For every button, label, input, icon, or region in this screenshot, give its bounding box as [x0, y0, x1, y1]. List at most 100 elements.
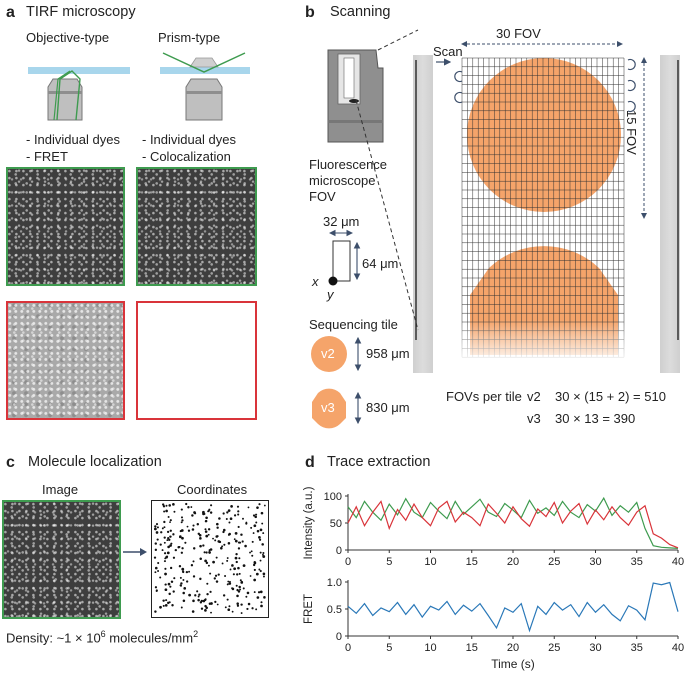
- sequencing-tile-title: Sequencing tile: [309, 317, 398, 332]
- coordinate-dot: [256, 529, 260, 533]
- coordinate-dot: [237, 547, 241, 550]
- objective-type-diagram: [28, 67, 130, 121]
- coordinate-dot: [179, 584, 182, 587]
- coordinate-dot: [247, 602, 251, 606]
- coordinate-dot: [222, 530, 225, 534]
- coordinate-dot: [197, 598, 200, 602]
- coordinate-dot: [185, 570, 189, 574]
- axis-origin: [328, 276, 338, 286]
- coordinate-dot: [204, 604, 207, 608]
- coordinate-dot: [192, 547, 196, 550]
- coordinate-dot: [210, 602, 213, 605]
- coordinate-dot: [228, 605, 231, 608]
- coordinate-dot: [213, 577, 216, 580]
- fov-width-label: 30 FOV: [496, 26, 541, 41]
- coordinate-dot: [239, 588, 242, 591]
- turn-arrow-left-2: [454, 91, 463, 104]
- coordinate-dot: [209, 548, 213, 551]
- coordinate-dot: [192, 575, 196, 578]
- coordinate-dot: [154, 586, 158, 589]
- coordinate-dot: [183, 587, 187, 590]
- coordinate-dot: [155, 531, 159, 534]
- panel-c-letter: c: [6, 454, 15, 471]
- y-tick-label: 1.0: [327, 577, 342, 589]
- density-square: 2: [193, 629, 199, 639]
- prism-note-1: - Individual dyes: [142, 132, 236, 147]
- coordinate-dot: [260, 511, 264, 515]
- coordinate-dot: [200, 607, 204, 610]
- coordinate-dot: [207, 528, 211, 531]
- tile-v2-name: v2: [321, 346, 335, 361]
- prism-beam: [162, 52, 246, 73]
- panel-b-letter: b: [305, 4, 315, 21]
- coordinate-dot: [204, 519, 208, 523]
- coordinate-dot: [180, 582, 183, 585]
- x-tick-label: 15: [466, 642, 478, 654]
- tirf-schematics: [28, 52, 250, 121]
- coordinate-dot: [238, 585, 241, 589]
- coordinate-dot: [174, 548, 177, 552]
- coordinate-dot: [255, 608, 258, 611]
- coordinate-dot: [186, 525, 189, 528]
- coordinate-dot: [162, 599, 165, 602]
- coordinate-dot: [253, 578, 256, 582]
- coordinate-dot: [252, 514, 256, 517]
- coordinate-dot: [241, 540, 244, 543]
- coordinate-dot: [263, 504, 266, 507]
- coordinate-dot: [259, 569, 262, 573]
- coordinate-dot: [168, 538, 171, 541]
- coordinate-dot: [212, 537, 214, 540]
- coordinate-dot: [169, 544, 172, 547]
- x-tick-label: 40: [672, 556, 684, 568]
- coordinate-dot: [196, 590, 199, 593]
- coordinate-dot: [167, 537, 170, 540]
- coordinate-dot: [180, 516, 184, 519]
- tile-v2-size: 958 μm: [366, 346, 410, 361]
- coordinate-dot: [224, 575, 227, 578]
- coordinate-dot: [233, 538, 236, 541]
- coordinate-dot: [182, 599, 186, 603]
- coordinate-dot: [199, 557, 202, 560]
- microscope-label-1: Fluorescence: [309, 157, 388, 172]
- coordinate-dot: [181, 547, 184, 550]
- coordinate-dot: [192, 560, 195, 563]
- coordinate-dot: [166, 539, 169, 542]
- coordinate-dot: [202, 544, 205, 547]
- coordinate-dot: [215, 522, 219, 526]
- scanning-diagram: [311, 29, 680, 429]
- coordinate-dot: [224, 606, 227, 609]
- coordinate-dot: [250, 526, 253, 529]
- tile-v3-size: 830 μm: [366, 400, 410, 415]
- coordinate-dot: [160, 531, 163, 534]
- coordinate-dot: [210, 504, 213, 507]
- y-tick-label: 100: [324, 491, 342, 503]
- coordinate-dot: [168, 601, 171, 604]
- tile-circle-v2: [467, 58, 621, 212]
- coordinate-dot: [259, 590, 263, 594]
- coordinate-dot: [236, 602, 239, 605]
- coordinate-dot: [180, 551, 183, 554]
- coordinate-dot: [251, 540, 254, 543]
- x-tick-label: 0: [345, 556, 351, 568]
- coordinate-dot: [257, 591, 261, 594]
- coordinate-dot: [245, 595, 248, 598]
- coordinate-dot: [173, 510, 176, 513]
- coordinate-dot: [157, 562, 160, 565]
- coordinate-dot: [204, 598, 207, 601]
- prism-note-2: - Colocalization: [142, 149, 231, 164]
- coordinate-dot: [161, 527, 164, 530]
- coordinate-dot: [187, 506, 190, 509]
- coordinate-dot: [167, 582, 171, 586]
- coordinate-dot: [163, 520, 166, 524]
- coordinate-dot: [212, 560, 215, 564]
- density-label: Density: ~1 × 106 molecules/mm2: [6, 629, 198, 645]
- coordinate-dot: [204, 609, 207, 612]
- x-tick-label: 20: [507, 642, 519, 654]
- panel-a-title: TIRF microscopy: [26, 4, 136, 20]
- coordinate-dot: [202, 510, 205, 514]
- coordinate-dot: [205, 561, 209, 565]
- coordinate-dot: [163, 560, 166, 563]
- coordinate-dot: [182, 591, 185, 595]
- fov-height-label: 15 FOV: [624, 110, 639, 155]
- coordinate-dot: [164, 567, 167, 570]
